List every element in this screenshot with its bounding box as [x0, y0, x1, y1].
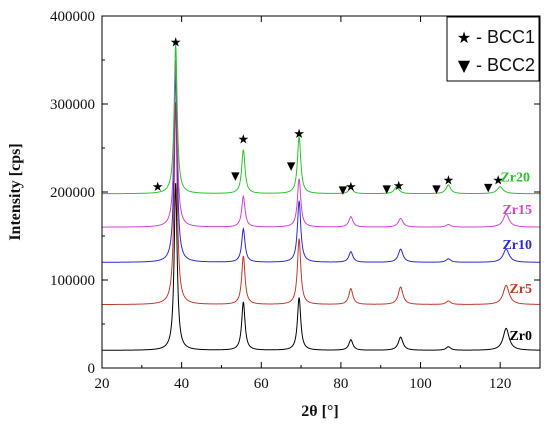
- axes: 20 40 60 80 100 120 0 100000 200000 300000 400000: [50, 9, 541, 392]
- legend-label: - BCC2: [476, 55, 535, 75]
- bcc2-triangle-marker: ▼: [287, 160, 296, 173]
- legend-star-icon: ★: [457, 28, 471, 47]
- bcc2-triangle-marker: ▼: [484, 181, 493, 194]
- peak-marker-layer: ★★★ ★★ ★ ★ ★▼▼▼ ▼ ▼ ▼: [152, 36, 504, 197]
- legend-label: - BCC1: [476, 27, 535, 47]
- series-label-zr0: Zr0: [509, 329, 532, 344]
- bcc1-star-marker: ★: [443, 174, 455, 189]
- x-axis-title: 2θ [°]: [301, 403, 338, 420]
- bcc2-triangle-marker: ▼: [339, 183, 348, 196]
- series-label-zr10: Zr10: [502, 238, 532, 253]
- bcc1-star-marker: ★: [170, 36, 182, 51]
- y-tick-label: 200000: [50, 185, 95, 201]
- legend-triangle-icon: ▼: [458, 56, 471, 75]
- x-tick-label: 40: [174, 376, 189, 392]
- x-tick-label: 120: [489, 376, 512, 392]
- bcc1-star-marker: ★: [152, 180, 164, 195]
- bcc2-triangle-marker: ▼: [382, 183, 391, 196]
- bcc1-star-marker: ★: [238, 132, 250, 147]
- series-label-zr5: Zr5: [509, 282, 532, 297]
- series-line-zr20: [102, 44, 540, 195]
- bcc1-star-marker: ★: [492, 174, 504, 189]
- series-line-zr5: [102, 102, 540, 305]
- bcc1-star-marker: ★: [393, 179, 405, 194]
- x-tick-label: 100: [409, 376, 432, 392]
- bcc1-star-marker: ★: [293, 127, 305, 142]
- legend-box: [446, 16, 540, 82]
- bcc2-triangle-marker: ▼: [432, 183, 441, 196]
- y-axis-title: Intensity [cps]: [7, 143, 24, 240]
- series-line-zr15: [102, 59, 541, 228]
- series-label-zr15: Zr15: [502, 203, 532, 218]
- x-tick-label: 80: [333, 376, 348, 392]
- series-line-zr10: [102, 73, 540, 263]
- series-layer: [102, 44, 541, 351]
- series-labels: Zr0 Zr5 Zr10 Zr15 Zr20: [500, 170, 532, 343]
- bcc2-triangle-marker: ▼: [231, 169, 240, 182]
- y-tick-label: 0: [88, 361, 96, 377]
- x-tick-label: 20: [95, 376, 110, 392]
- legend: ★ - BCC1 ▼ - BCC2: [446, 16, 540, 82]
- y-tick-label: 100000: [50, 273, 95, 289]
- bcc1-star-marker: ★: [345, 180, 357, 195]
- x-tick-label: 60: [254, 376, 269, 392]
- series-line-zr0: [102, 183, 541, 351]
- y-tick-label: 400000: [50, 9, 95, 25]
- series-label-zr20: Zr20: [500, 170, 530, 185]
- y-tick-label: 300000: [50, 97, 95, 113]
